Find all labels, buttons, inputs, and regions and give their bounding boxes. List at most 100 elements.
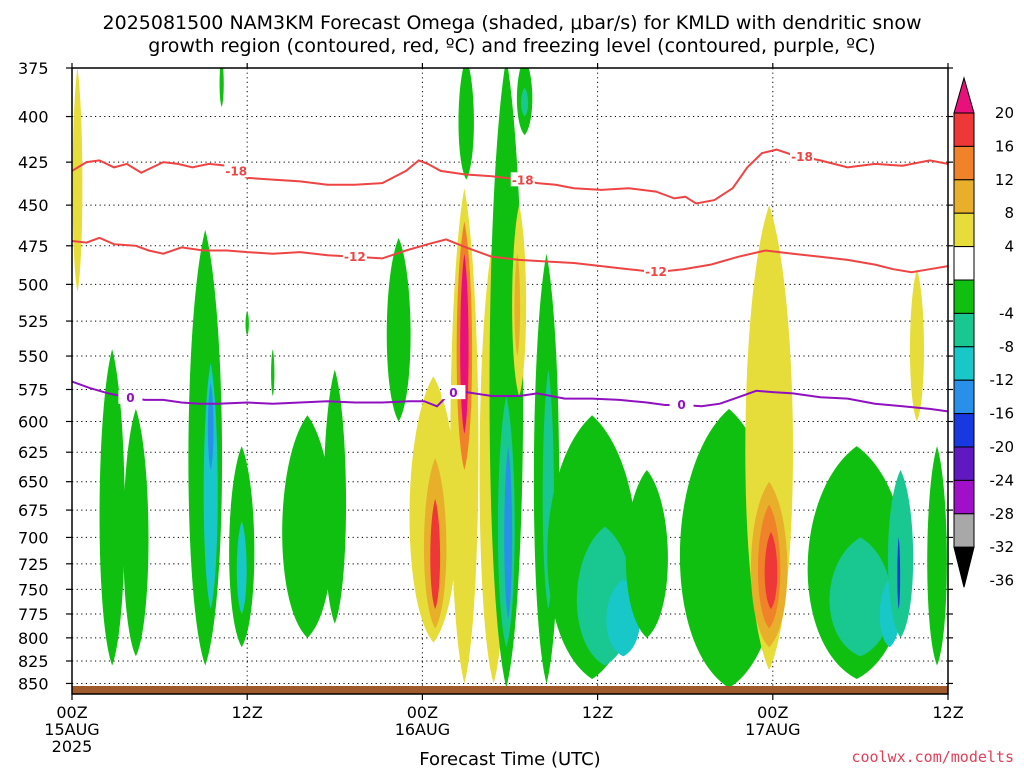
dgz-warm-isotherm-label-bg bbox=[342, 248, 367, 263]
dgz-cold-isotherm-label: -18 bbox=[512, 173, 534, 187]
y-tick-label: 600 bbox=[18, 412, 49, 431]
y-tick-label: 400 bbox=[18, 108, 49, 127]
y-tick-label: 775 bbox=[18, 605, 49, 624]
y-tick-label: 375 bbox=[18, 59, 49, 78]
chart-title-line-1: 2025081500 NAM3KM Forecast Omega (shaded… bbox=[103, 12, 922, 34]
dgz-cold-isotherm-label-bg bbox=[224, 163, 249, 178]
y-tick-label: 575 bbox=[18, 380, 49, 399]
y-tick-label: 425 bbox=[18, 153, 49, 172]
omega-region bbox=[909, 269, 924, 422]
x-axis-title: Forecast Time (UTC) bbox=[419, 749, 600, 768]
y-tick-label: 550 bbox=[18, 347, 49, 366]
omega-region bbox=[219, 68, 224, 108]
y-tick-label: 800 bbox=[18, 629, 49, 648]
omega-region bbox=[514, 253, 521, 357]
y-tick-label: 750 bbox=[18, 580, 49, 599]
colorbar-label: 20 bbox=[995, 104, 1014, 122]
colorbar-swatch bbox=[953, 312, 975, 348]
colorbar-swatch bbox=[953, 112, 975, 147]
plot-frame bbox=[71, 67, 949, 695]
x-tick-label: 15AUG bbox=[44, 720, 99, 739]
x-tick-label: 12Z bbox=[232, 703, 263, 722]
omega-region bbox=[245, 310, 249, 336]
freezing-level-label-bg bbox=[118, 389, 143, 404]
colorbar-swatch bbox=[953, 212, 975, 248]
colorbar-label: 16 bbox=[995, 137, 1014, 155]
dgz-cold-isotherm-label-bg bbox=[510, 172, 535, 187]
omega-region bbox=[386, 237, 411, 422]
colorbar-label: 12 bbox=[995, 171, 1014, 189]
omega-region bbox=[236, 521, 247, 614]
omega-region bbox=[282, 415, 333, 638]
omega-shading bbox=[72, 68, 947, 688]
x-tick-label: 16AUG bbox=[395, 720, 450, 739]
x-tick-label: 00Z bbox=[757, 703, 788, 722]
omega-region bbox=[72, 68, 83, 292]
omega-region bbox=[897, 537, 901, 610]
omega-region bbox=[203, 362, 218, 610]
freezing-level-label: 0 bbox=[449, 386, 457, 400]
dgz-cold-isotherm-line bbox=[72, 148, 948, 205]
y-tick-label: 700 bbox=[18, 528, 49, 547]
colorbar-label: -4 bbox=[999, 304, 1014, 322]
omega-region bbox=[625, 470, 668, 638]
y-tick-label: 650 bbox=[18, 473, 49, 492]
freezing-level-line bbox=[72, 380, 948, 413]
omega-region bbox=[271, 349, 275, 396]
colorbar-swatch bbox=[953, 279, 975, 314]
colorbar-label: -32 bbox=[990, 538, 1015, 556]
omega-region bbox=[504, 446, 513, 619]
y-tick-label: 850 bbox=[18, 674, 49, 693]
ground-terrain-bar bbox=[72, 686, 948, 694]
dgz-warm-isotherm-label-bg bbox=[644, 264, 668, 279]
y-tick-label: 825 bbox=[18, 652, 49, 671]
colorbar-label: -36 bbox=[990, 572, 1015, 590]
colorbar-label: -28 bbox=[990, 505, 1015, 523]
colorbar: 20 16 12 8 4 -4 -8 -12 -16 -20 -24 -28 -32 -36 bbox=[953, 76, 1015, 590]
x-tick-label: 12Z bbox=[582, 703, 613, 722]
x-tick-label: 00Z bbox=[56, 703, 87, 722]
omega-region bbox=[123, 408, 149, 657]
y-tick-label: 525 bbox=[18, 312, 49, 331]
credit-text: coolwx.com/modelts bbox=[851, 748, 1014, 766]
colorbar-swatch bbox=[953, 479, 975, 515]
colorbar-label: -16 bbox=[990, 405, 1015, 423]
omega-region bbox=[430, 498, 441, 610]
colorbar-swatch bbox=[953, 246, 975, 281]
y-tick-label: 675 bbox=[18, 501, 49, 520]
colorbar-swatch bbox=[953, 346, 975, 381]
y-tick-label: 450 bbox=[18, 196, 49, 215]
colorbar-bottom-arrow bbox=[953, 546, 975, 588]
omega-region bbox=[521, 87, 529, 117]
dgz-cold-isotherm-label: -18 bbox=[225, 164, 247, 178]
dgz-cold-isotherm-label: -18 bbox=[791, 150, 813, 164]
dgz-warm-isotherm-label: -12 bbox=[344, 250, 366, 264]
dgz-warm-isotherm-label: -12 bbox=[645, 265, 667, 279]
omega-region bbox=[764, 532, 778, 610]
omega-region bbox=[927, 446, 947, 666]
dgz-warm-isotherm-line bbox=[72, 236, 948, 274]
freezing-level-label-bg bbox=[441, 385, 466, 400]
colorbar-swatch bbox=[953, 513, 975, 548]
x-tick-label: 2025 bbox=[52, 737, 93, 756]
x-tick-label: 17AUG bbox=[745, 720, 800, 739]
freezing-level-label: 0 bbox=[126, 391, 134, 405]
colorbar-label: -12 bbox=[990, 371, 1015, 389]
colorbar-label: 4 bbox=[1004, 238, 1014, 256]
freezing-level-label-bg bbox=[669, 397, 694, 412]
colorbar-label: -8 bbox=[999, 338, 1014, 356]
x-tick-label: 12Z bbox=[932, 703, 963, 722]
colorbar-swatch bbox=[953, 379, 975, 415]
colorbar-label: -24 bbox=[990, 471, 1015, 489]
colorbar-swatch bbox=[953, 145, 975, 181]
y-tick-label: 500 bbox=[18, 275, 49, 294]
temperature-contours: -18 -18 -18 -12 -12 0 0 0 bbox=[72, 148, 948, 413]
x-tick-label: 00Z bbox=[407, 703, 438, 722]
colorbar-label: 8 bbox=[1004, 204, 1014, 222]
dgz-cold-isotherm-label-bg bbox=[790, 148, 814, 163]
omega-region bbox=[887, 470, 914, 638]
freezing-level-label: 0 bbox=[677, 398, 685, 412]
omega-region bbox=[829, 537, 892, 657]
omega-region bbox=[99, 349, 125, 666]
